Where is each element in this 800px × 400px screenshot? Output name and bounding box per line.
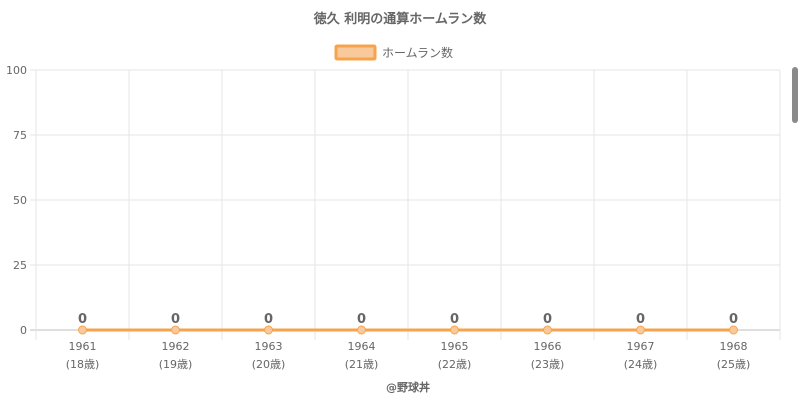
data-point [636,325,645,335]
x-tick-label: 1968 [720,340,748,353]
data-point [264,325,273,335]
x-tick-label: 1966 [534,340,562,353]
data-point [543,325,552,335]
footer-credit: @野球丼 [386,380,430,394]
x-axis: 1961 (18歳) 1962 (19歳) 1963 (20歳) 1964 (21歳) 1965… [66,340,751,371]
chart-title: 徳久 利明の通算ホームラン数 [313,11,487,27]
data-label: 0 [636,312,645,327]
data-point [171,325,180,335]
x-tick-age-label: (18歳) [66,358,100,371]
data-point [78,325,87,335]
x-tick-label: 1965 [441,340,469,353]
legend-label: ホームラン数 [382,45,453,60]
data-point [450,325,459,335]
x-tick-label: 1967 [627,340,655,353]
series-line [78,325,738,335]
grid [30,69,781,340]
x-tick-label: 1963 [255,340,283,353]
scrollbar-thumb[interactable] [792,67,798,123]
x-tick-age-label: (24歳) [624,358,658,371]
data-point [729,325,738,335]
x-tick-age-label: (21歳) [345,358,379,371]
y-tick-label: 0 [20,324,27,337]
data-label: 0 [543,312,552,327]
data-label: 0 [729,312,738,327]
x-tick-age-label: (19歳) [159,358,193,371]
legend-swatch [334,44,377,61]
data-label: 0 [450,312,459,327]
legend[interactable]: ホームラン数 [334,44,453,61]
x-tick-age-label: (23歳) [531,358,565,371]
data-labels: 0 0 0 0 0 0 0 0 [78,312,738,327]
x-tick-label: 1962 [162,340,190,353]
data-label: 0 [264,312,273,327]
x-tick-age-label: (22歳) [438,358,472,371]
y-tick-label: 50 [13,194,27,207]
x-tick-label: 1964 [348,340,376,353]
y-tick-label: 100 [6,64,27,77]
data-label: 0 [171,312,180,327]
data-label: 0 [78,312,87,327]
x-tick-age-label: (20歳) [252,358,286,371]
x-tick-age-label: (25歳) [717,358,751,371]
data-point [357,325,366,335]
x-tick-label: 1961 [69,340,97,353]
y-axis: 0 25 50 75 100 [6,64,27,337]
y-tick-label: 25 [13,259,27,272]
data-label: 0 [357,312,366,327]
y-tick-label: 75 [13,129,27,142]
